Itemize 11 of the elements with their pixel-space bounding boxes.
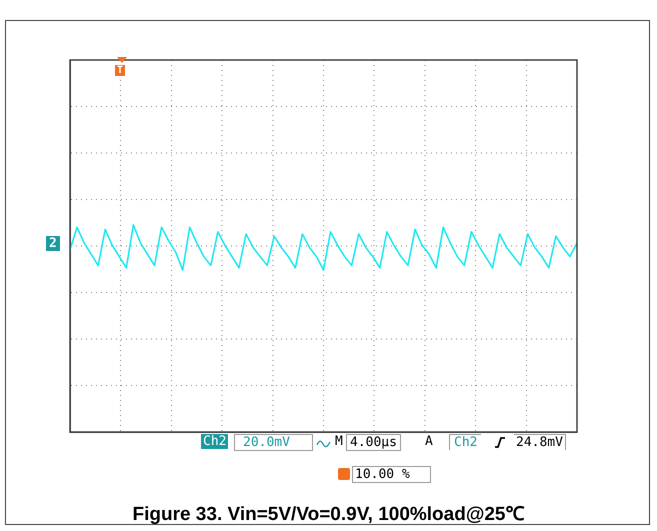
text: A: [425, 434, 433, 449]
text: Ch2: [449, 434, 482, 450]
text: 4.00µs: [346, 434, 401, 451]
text: Figure 33. Vin=5V/Vo=0.9V, 100%load@25℃: [131, 503, 526, 526]
text: Ch2: [201, 434, 228, 449]
text: 2: [46, 236, 60, 251]
text: T: [115, 65, 126, 76]
text: 10.00 %: [352, 466, 431, 483]
text: 24.8mV: [514, 434, 566, 450]
text: M: [335, 434, 343, 449]
text: 20.0mV: [234, 434, 313, 451]
